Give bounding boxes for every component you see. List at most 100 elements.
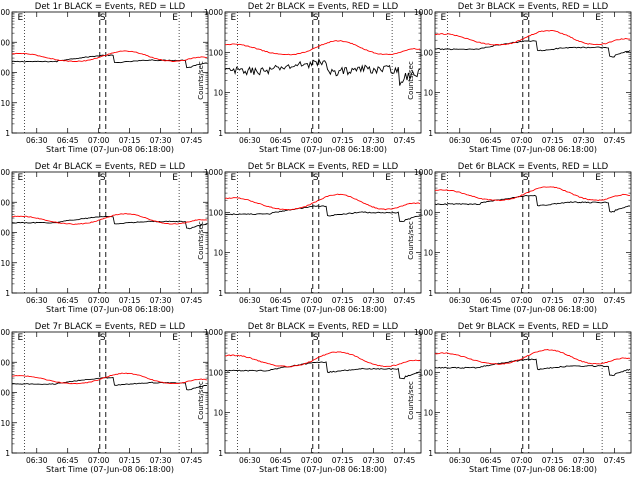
series-line-lld bbox=[224, 193, 421, 211]
y-tick-label: 1000 bbox=[204, 168, 223, 177]
series-line-lld bbox=[434, 186, 630, 202]
y-tick-label: 100 bbox=[0, 69, 10, 78]
y-tick-label: 1 bbox=[428, 129, 433, 138]
x-tick-label: 07:00 bbox=[301, 136, 323, 145]
marker-label: E bbox=[231, 173, 237, 183]
x-axis-label: Start Time (07-Jun-08 06:18:00) bbox=[46, 305, 174, 314]
y-tick-label: 1000 bbox=[414, 328, 433, 337]
chart-title: Det 2r BLACK = Events, RED = LLD bbox=[248, 2, 399, 12]
x-tick-label: 07:00 bbox=[301, 456, 323, 465]
x-axis-label: Start Time (07-Jun-08 06:18:00) bbox=[469, 465, 597, 474]
series-line-lld bbox=[434, 349, 631, 365]
y-tick-label: 100 bbox=[0, 229, 10, 238]
x-tick-label: 07:00 bbox=[511, 456, 533, 465]
marker-label: E bbox=[385, 333, 391, 343]
marker-label: E bbox=[441, 13, 447, 23]
x-tick-label: 07:15 bbox=[119, 136, 141, 145]
x-tick-label: 07:45 bbox=[181, 296, 203, 305]
chart-title: Det 7r BLACK = Events, RED = LLD bbox=[35, 322, 186, 332]
x-tick-label: 07:00 bbox=[511, 296, 533, 305]
x-tick-label: 06:30 bbox=[26, 136, 48, 145]
y-tick-label: 100 bbox=[209, 208, 224, 217]
chart-title: Det 5r BLACK = Events, RED = LLD bbox=[248, 162, 399, 172]
y-tick-label: 100 bbox=[419, 208, 434, 217]
y-tick-label: 10 bbox=[423, 409, 433, 418]
y-tick-label: 10 bbox=[0, 99, 10, 108]
y-tick-label: 1 bbox=[5, 129, 10, 138]
y-tick-label: 10 bbox=[0, 259, 10, 268]
x-tick-label: 07:30 bbox=[363, 136, 385, 145]
y-tick-label: 10 bbox=[0, 419, 10, 428]
series-line-lld bbox=[225, 40, 421, 56]
y-tick-label: 1 bbox=[5, 289, 10, 298]
x-tick-label: 07:00 bbox=[88, 136, 110, 145]
y-tick-label: 1000 bbox=[414, 168, 433, 177]
y-axis-label: Counts/sec bbox=[197, 381, 205, 420]
chart-panel-6: Det 6r BLACK = Events, RED = LLD 1 10 100 10… bbox=[407, 162, 632, 314]
series-line-events bbox=[11, 376, 208, 391]
marker-label: S bbox=[100, 333, 106, 343]
marker-label: S bbox=[100, 13, 106, 23]
series-line-events bbox=[224, 205, 421, 222]
plot-frame bbox=[11, 171, 209, 294]
marker-label: E bbox=[441, 173, 447, 183]
marker-label: E bbox=[385, 173, 391, 183]
x-axis-label: Start Time (07-Jun-08 06:18:00) bbox=[469, 145, 597, 154]
x-tick-label: 06:45 bbox=[270, 456, 292, 465]
x-tick-label: 07:45 bbox=[394, 296, 416, 305]
x-tick-label: 06:30 bbox=[449, 456, 471, 465]
x-tick-label: 07:30 bbox=[573, 136, 595, 145]
x-tick-label: 06:30 bbox=[449, 296, 471, 305]
x-axis-label: Start Time (07-Jun-08 06:18:00) bbox=[46, 145, 174, 154]
chart-title: Det 8r BLACK = Events, RED = LLD bbox=[248, 322, 399, 332]
marker-label: E bbox=[172, 13, 178, 23]
series-line-events bbox=[435, 40, 631, 58]
marker-label: E bbox=[172, 333, 178, 343]
marker-label: E bbox=[595, 13, 601, 23]
x-tick-label: 07:45 bbox=[604, 296, 626, 305]
chart-panel-4: Det 4r BLACK = Events, RED = LLD 1 10 100 10… bbox=[0, 162, 209, 314]
series-line-events bbox=[434, 194, 630, 213]
x-tick-label: 07:30 bbox=[573, 456, 595, 465]
series-line-events bbox=[224, 58, 421, 86]
x-tick-label: 07:45 bbox=[394, 136, 416, 145]
series-line-events bbox=[224, 361, 421, 380]
x-tick-label: 06:45 bbox=[480, 296, 502, 305]
series-line-lld bbox=[434, 29, 630, 46]
x-tick-label: 06:30 bbox=[239, 296, 261, 305]
x-tick-label: 06:45 bbox=[57, 296, 79, 305]
y-tick-label: 1000 bbox=[0, 198, 10, 207]
marker-label: S bbox=[523, 13, 529, 23]
x-tick-label: 07:00 bbox=[511, 136, 533, 145]
series-line-events bbox=[11, 215, 208, 230]
chart-title: Det 4r BLACK = Events, RED = LLD bbox=[35, 162, 186, 172]
x-tick-label: 06:30 bbox=[239, 456, 261, 465]
y-tick-label: 100 bbox=[419, 48, 434, 57]
y-tick-label: 100 bbox=[419, 368, 434, 377]
y-tick-label: 1000 bbox=[414, 8, 433, 17]
y-tick-label: 1 bbox=[5, 449, 10, 458]
marker-label: E bbox=[441, 333, 447, 343]
x-tick-label: 07:30 bbox=[150, 296, 172, 305]
series-line-lld bbox=[12, 372, 208, 385]
x-tick-label: 06:45 bbox=[270, 296, 292, 305]
marker-label: E bbox=[18, 13, 24, 23]
chart-title: Det 6r BLACK = Events, RED = LLD bbox=[458, 162, 609, 172]
x-tick-label: 06:30 bbox=[26, 456, 48, 465]
x-tick-label: 07:15 bbox=[542, 136, 564, 145]
chart-panel-7: Det 7r BLACK = Events, RED = LLD 1 10 100 10… bbox=[0, 322, 209, 474]
marker-label: S bbox=[523, 333, 529, 343]
series-line-events bbox=[11, 54, 208, 69]
plot-frame bbox=[224, 331, 422, 454]
y-tick-label: 10 bbox=[423, 249, 433, 258]
x-tick-label: 07:15 bbox=[542, 456, 564, 465]
x-tick-label: 07:30 bbox=[363, 296, 385, 305]
x-tick-label: 07:30 bbox=[150, 456, 172, 465]
chart-panel-8: Det 8r BLACK = Events, RED = LLD 1 10 100 10… bbox=[197, 322, 422, 474]
x-tick-label: 07:45 bbox=[181, 136, 203, 145]
chart-title: Det 1r BLACK = Events, RED = LLD bbox=[35, 2, 186, 12]
y-tick-label: 100 bbox=[209, 368, 224, 377]
